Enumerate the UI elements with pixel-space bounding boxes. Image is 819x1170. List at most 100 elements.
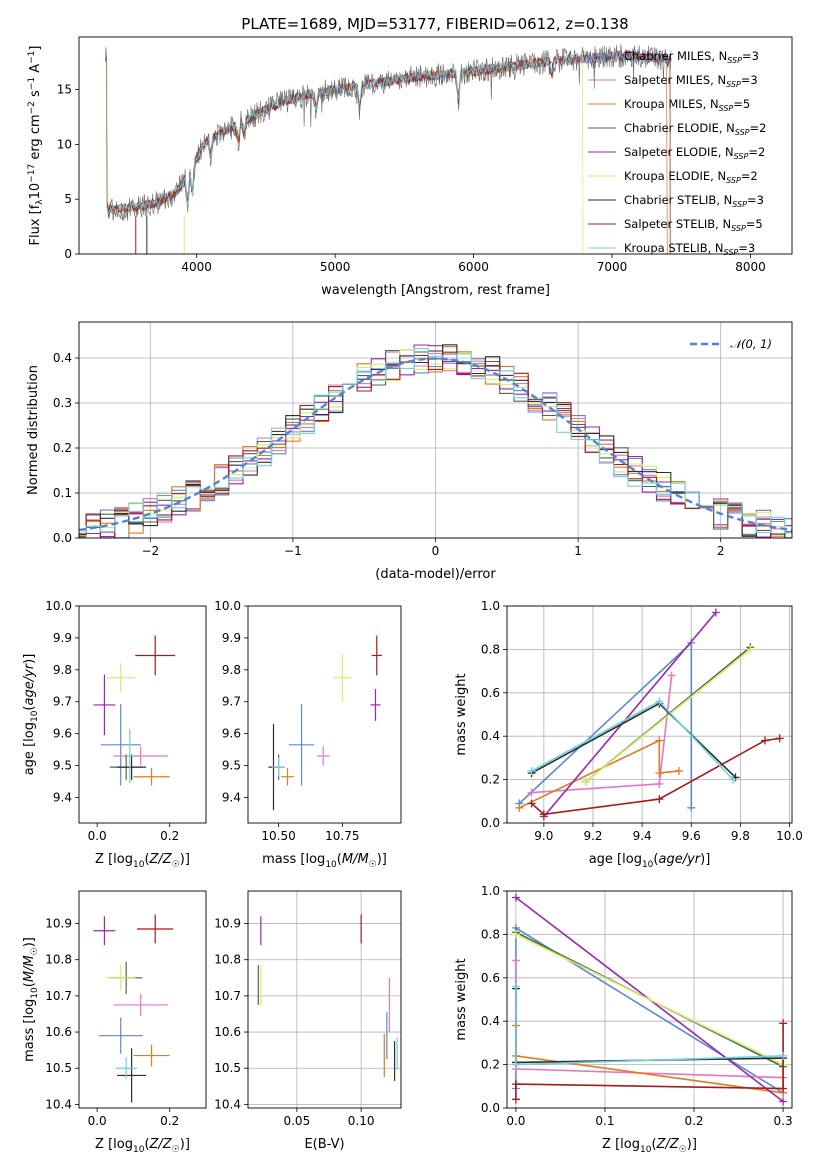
y-axis-label: age [log10(age/yr)]	[22, 654, 40, 776]
histogram-step	[79, 351, 792, 539]
y-tick-label: 0.4	[53, 351, 72, 365]
y-axis-label: mass [log10(M/M☉)]	[22, 937, 40, 1062]
spectrum-legend: Chabrier MILES, NSSP=3 Salpeter MILES, NS…	[588, 49, 766, 257]
x-axis-label: mass [log10(M/M☉)]	[262, 852, 387, 870]
y-axis-label: mass weight	[454, 958, 469, 1040]
data-point-marker	[515, 803, 524, 812]
axes-frame	[247, 605, 402, 824]
data-point-marker	[511, 982, 520, 991]
data-point-marker	[655, 795, 664, 804]
legend-entry: Kroupa ELODIE, NSSP=2	[624, 169, 758, 185]
legend-entry: Salpeter MILES, NSSP=3	[624, 73, 758, 89]
y-tick-label: 10.4	[45, 1097, 72, 1111]
y-tick-label: 0.0	[481, 1101, 500, 1115]
x-axis-label: E(B-V)	[304, 1137, 344, 1152]
data-point-marker	[667, 671, 676, 680]
y-tick-label: 0.2	[481, 1058, 500, 1072]
y-tick-label: 0.0	[53, 531, 72, 545]
mass-weight-line	[515, 933, 784, 1066]
x-tick-label: 10.50	[261, 829, 295, 843]
x-tick-label: 9.2	[583, 829, 602, 843]
data-point-marker	[539, 810, 548, 819]
y-tick-label: 10.7	[45, 989, 72, 1003]
data-point-marker	[511, 893, 520, 902]
spectrum-line	[107, 51, 672, 213]
axes-frame	[506, 890, 793, 1109]
y-tick-label: 10.5	[45, 1061, 72, 1075]
mass-weight-line	[518, 739, 680, 809]
y-tick-label: 0.8	[481, 927, 500, 941]
data-point-marker	[581, 777, 590, 786]
y-tick-label: 9.5	[53, 759, 72, 773]
histogram-step	[79, 347, 792, 534]
axes-massweight_vs_age: 9.0 9.2 9.4 9.6 9.8 10.0 0.0 0.2 0.4 0.6 0.8 1.0 age…	[454, 599, 803, 870]
data-point-marker	[711, 608, 720, 617]
legend-entry: Chabrier MILES, NSSP=3	[624, 49, 759, 65]
data-point-marker	[779, 1051, 788, 1060]
x-tick-label: 7000	[597, 260, 628, 274]
data-point-marker	[746, 645, 755, 654]
data-point-marker	[511, 1060, 520, 1069]
x-tick-label: 0.0	[506, 1114, 525, 1128]
y-tick-label: 10.9	[45, 917, 72, 931]
mass-weight-line	[531, 700, 734, 781]
plot-area-spectrum	[104, 44, 672, 255]
x-tick-label: 6000	[458, 260, 489, 274]
x-tick-label: 5000	[320, 260, 351, 274]
axes-frame	[506, 605, 793, 824]
data-point-marker	[729, 775, 738, 784]
spectrum-line	[105, 44, 672, 221]
axes-age_vs_Z: 0.0 0.2 9.4 9.5 9.6 9.7 9.8 9.9 10.0 Z [log10(Z/Z…	[22, 599, 207, 870]
x-axis-label: Z [log10(Z/Z☉)]	[602, 1137, 697, 1155]
axes-frame	[78, 890, 207, 1109]
data-point-marker	[527, 788, 536, 797]
y-tick-label: 9.4	[53, 790, 72, 804]
data-point-marker	[511, 930, 520, 939]
data-point-marker	[655, 697, 664, 706]
legend-entry: Kroupa MILES, NSSP=5	[624, 97, 750, 113]
data-point-marker	[760, 736, 769, 745]
legend-entry: Salpeter STELIB, NSSP=5	[624, 217, 763, 233]
x-tick-label: 8000	[735, 260, 766, 274]
y-tick-label: 9.9	[222, 631, 241, 645]
x-axis-label: Z [log10(Z/Z☉)]	[95, 852, 190, 870]
y-tick-label: 10.7	[214, 989, 241, 1003]
y-tick-label: 10.5	[214, 1061, 241, 1075]
plot-area-age_vs_Z	[93, 635, 176, 786]
y-tick-label: 5	[64, 192, 72, 206]
x-tick-label: 4000	[181, 260, 212, 274]
data-point-marker	[779, 1084, 788, 1093]
y-tick-label: 9.6	[222, 727, 241, 741]
axes-frame	[78, 605, 207, 824]
x-tick-label: 0.10	[348, 1114, 375, 1128]
axes-spectrum: 4000 5000 6000 7000 8000 0 5 10 15 wavelength [An…	[27, 36, 793, 298]
x-tick-label: 0.3	[774, 1114, 793, 1128]
data-point-marker	[687, 638, 696, 647]
y-tick-label: 0.2	[53, 441, 72, 455]
y-axis-label: mass weight	[454, 673, 469, 755]
mass-weight-line	[543, 611, 717, 818]
x-tick-label: 9.6	[682, 829, 701, 843]
y-tick-label: 9.6	[53, 727, 72, 741]
mass-weight-line	[585, 648, 751, 783]
y-tick-label: 0.2	[481, 773, 500, 787]
y-tick-label: 10.0	[214, 599, 241, 613]
x-tick-label: 1	[574, 544, 582, 558]
y-tick-label: 1.0	[481, 884, 500, 898]
x-tick-label: 9.8	[731, 829, 750, 843]
data-point-marker	[779, 1097, 788, 1106]
histogram-step	[79, 344, 792, 538]
axes-massweight_vs_Z: 0.0 0.1 0.2 0.3 0.0 0.2 0.4 0.6 0.8 1.0 Z [log10(Z…	[454, 884, 793, 1155]
x-axis-label: age [log10(age/yr)]	[589, 852, 711, 870]
plot-area-massweight_vs_Z	[511, 893, 788, 1106]
y-tick-label: 9.8	[222, 663, 241, 677]
y-tick-label: 0.6	[481, 686, 500, 700]
data-point-marker	[527, 799, 536, 808]
axes-mass_vs_Z: 0.0 0.2 10.4 10.5 10.6 10.7 10.8 10.9 Z [log10(Z…	[22, 890, 207, 1155]
figure-title: PLATE=1689, MJD=53177, FIBERID=0612, z=0…	[241, 15, 628, 33]
axes-residuals: −2 −1 0 1 2 0.0 0.1 0.2 0.3 0.4 (data-model)/error…	[26, 321, 793, 582]
x-tick-label: −2	[141, 544, 159, 558]
data-point-marker	[511, 956, 520, 965]
